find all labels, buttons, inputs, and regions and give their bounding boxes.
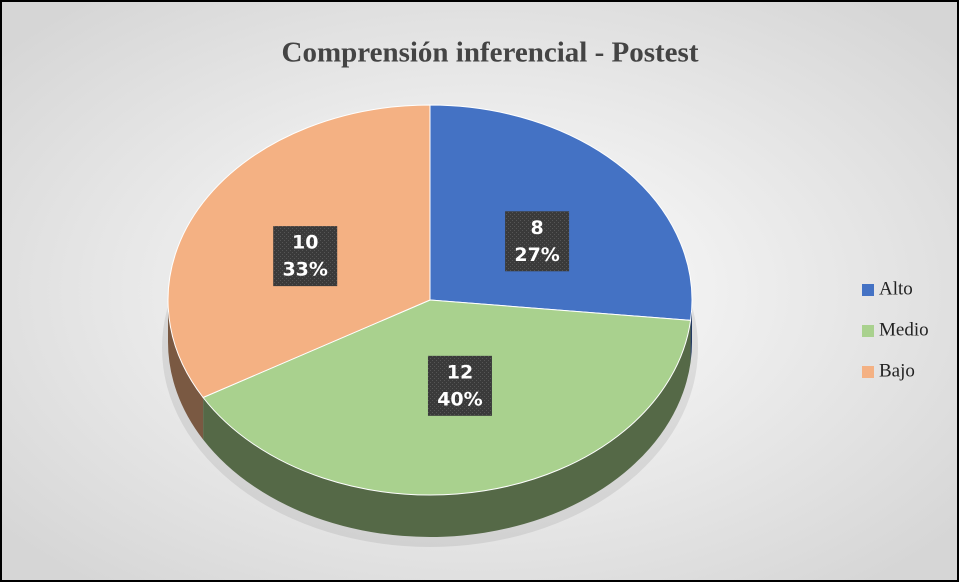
slice-side [168, 300, 204, 440]
chart-title: Comprensión inferencial - Postest [282, 37, 699, 69]
data-label-value: 10 [292, 232, 318, 254]
legend-label: Alto [879, 278, 913, 299]
data-label-box [427, 355, 492, 416]
data-label-box [505, 211, 570, 272]
data-label-percent: 33% [282, 259, 327, 281]
data-label-value: 8 [530, 217, 543, 239]
legend-swatch [862, 284, 874, 296]
legend-label: Medio [879, 319, 929, 340]
data-label-percent: 40% [437, 388, 482, 410]
legend-label: Bajo [879, 360, 915, 381]
data-label-percent: 27% [514, 244, 559, 266]
legend-swatch [862, 366, 874, 378]
legend-swatch [862, 325, 874, 337]
slice-side [203, 320, 691, 537]
data-label-value: 12 [447, 361, 473, 383]
data-label-box [273, 226, 338, 287]
